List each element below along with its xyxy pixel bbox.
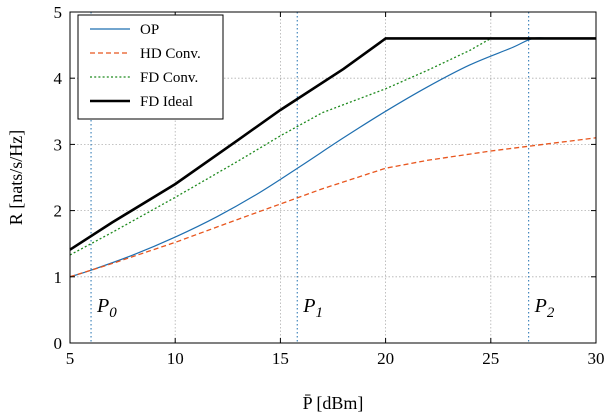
x-axis-label: P̄ [dBm] [303,393,364,413]
legend: OP HD Conv. FD Conv. FD Ideal [77,14,224,120]
y-tick-label: 2 [54,202,63,221]
y-tick-label: 3 [54,135,63,154]
legend-label-hd-conv: HD Conv. [140,46,201,62]
y-axis-label: R [nats/s/Hz] [6,130,26,225]
series-line-hd-conv [69,137,597,278]
vertical-markers: P0 P1 P2 [90,12,555,343]
series-lines [69,37,597,278]
series-line-fd-conv [69,37,596,256]
x-tick-label: 10 [167,349,184,368]
series-line-fd-ideal [69,37,596,251]
x-tick-label: 15 [272,349,289,368]
x-tick-label: 5 [66,349,75,368]
y-tick-label: 4 [54,69,63,88]
y-tick-label: 5 [54,3,63,22]
x-tick-label: 30 [588,349,605,368]
x-tick-label: 20 [377,349,394,368]
axis-ticks: 5 10 15 20 25 30 0 1 2 3 4 5 [54,3,605,368]
legend-label-fd-conv: FD Conv. [140,70,198,86]
marker-label-p1: P1 [302,295,323,321]
legend-label-fd-ideal: FD Ideal [140,94,193,110]
x-tick-label: 25 [482,349,499,368]
y-tick-label: 0 [54,334,63,353]
marker-label-p2: P2 [534,295,555,321]
marker-label-p0: P0 [96,295,117,321]
series-line-op [69,37,596,278]
legend-label-op: OP [140,22,159,38]
plot-frame [69,11,597,344]
y-tick-label: 1 [54,268,63,287]
